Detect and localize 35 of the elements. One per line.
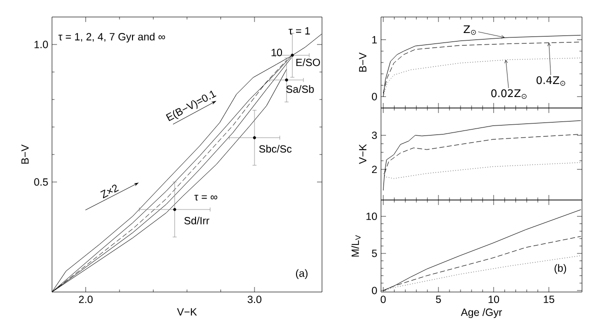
x-tick-label: 15: [544, 296, 554, 303]
y-tick-label: 5: [372, 250, 377, 258]
annotation: E/SO: [296, 58, 320, 66]
x-axis-title: V−K: [177, 308, 197, 316]
y-axis-title: V−K: [359, 144, 366, 164]
y-tick-label: 1: [372, 36, 377, 44]
annotation: 0.02Z$_{⊙}$: [491, 89, 526, 99]
y-axis-title: B−V: [359, 52, 366, 72]
y-tick-label: 10: [366, 212, 377, 220]
y-tick-label: 0.5: [34, 178, 48, 186]
annotation: Sbc/Sc: [259, 144, 292, 153]
annotation: Sa/Sb: [286, 85, 314, 93]
y-tick-label: 2: [372, 166, 377, 173]
annotation: (b): [554, 264, 566, 274]
x-tick-label: 2.0: [79, 296, 93, 304]
annotation: (a): [296, 269, 308, 280]
annotation: τ = 1, 2, 4, 7 Gyr and ∞: [58, 32, 166, 42]
x-tick-label: 5: [436, 296, 441, 303]
annotation: τ = 1: [288, 27, 310, 35]
annotation: τ = ∞: [194, 194, 218, 201]
annotation: Sd/Irr: [184, 216, 210, 224]
annotation: Z×2: [100, 184, 119, 198]
annotation: Z$_{⊙}$: [464, 25, 476, 35]
y-tick-label: 0: [372, 92, 377, 100]
y-axis-title: M/L$_{V}$: [351, 235, 361, 257]
x-axis-title: Age /Gyr: [460, 308, 502, 318]
y-axis-title: B−V: [21, 144, 29, 164]
y-tick-label: 1.0: [34, 40, 48, 48]
annotation: 0.4Z$_{⊙}$: [536, 76, 566, 86]
x-tick-label: 3.0: [248, 296, 262, 304]
x-tick-label: 0: [380, 296, 386, 304]
x-tick-label: 10: [488, 296, 500, 304]
y-tick-label: 3: [372, 132, 377, 139]
annotation: 10: [272, 48, 282, 56]
y-tick-label: 0: [372, 286, 377, 294]
